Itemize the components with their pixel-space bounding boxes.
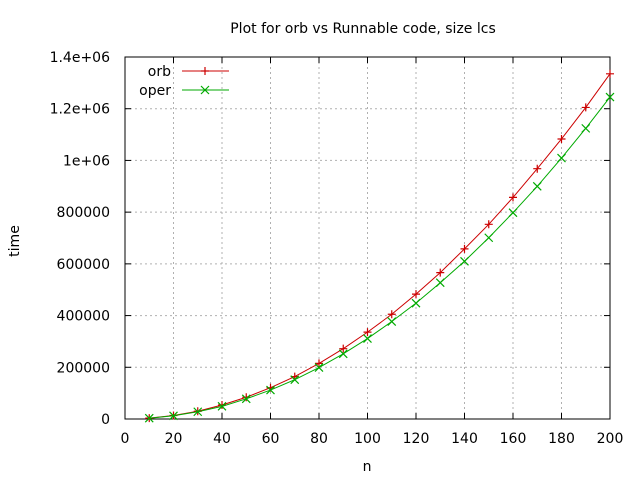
- series-orb: [145, 69, 614, 423]
- series-line-orb: [149, 73, 611, 419]
- data-point-oper: [484, 233, 494, 243]
- data-point-orb: [242, 393, 251, 402]
- data-point-oper: [144, 413, 154, 423]
- data-point-orb: [509, 193, 517, 202]
- data-point-oper: [338, 349, 348, 359]
- chart-title: Plot for orb vs Runnable code, size lcs: [230, 21, 496, 37]
- x-tick-label: 80: [310, 431, 328, 447]
- data-point-oper: [557, 153, 566, 163]
- data-point-oper: [411, 298, 421, 308]
- y-tick-label: 1e+06: [63, 153, 110, 169]
- data-point-orb: [484, 220, 493, 229]
- x-tick-label: 160: [500, 431, 527, 447]
- data-point-orb: [460, 244, 469, 253]
- data-point-orb: [363, 328, 372, 337]
- x-tick-label: 20: [165, 431, 183, 447]
- data-point-oper: [169, 411, 178, 421]
- data-point-oper: [217, 401, 227, 411]
- data-point-oper: [314, 363, 324, 372]
- data-point-orb: [315, 359, 323, 368]
- data-point-oper: [193, 407, 203, 417]
- x-tick-label: 100: [354, 431, 381, 447]
- x-tick-label: 40: [213, 431, 231, 447]
- data-point-oper: [387, 317, 397, 326]
- data-point-orb: [533, 164, 542, 173]
- series-line-oper: [149, 96, 611, 419]
- data-point-orb: [339, 344, 348, 353]
- data-point-oper: [363, 334, 372, 344]
- data-point-orb: [557, 134, 566, 143]
- x-tick-label: 60: [262, 431, 280, 447]
- x-tick-label: 180: [548, 431, 575, 447]
- data-point-oper: [605, 92, 615, 102]
- y-tick-label: 600000: [57, 257, 110, 273]
- y-tick-label: 0: [101, 412, 110, 428]
- y-tick-label: 1.2e+06: [50, 102, 111, 118]
- data-point-orb: [436, 268, 445, 277]
- data-point-orb: [412, 290, 420, 299]
- y-tick-label: 400000: [57, 309, 110, 325]
- data-point-oper: [241, 394, 251, 404]
- x-tick-label: 140: [451, 431, 478, 447]
- data-point-oper: [508, 208, 518, 218]
- data-point-oper: [266, 385, 275, 395]
- data-point-oper: [581, 123, 591, 133]
- x-axis-label: n: [363, 459, 372, 475]
- legend-marker-oper: [200, 85, 210, 95]
- legend-label-orb: orb: [148, 64, 171, 80]
- series-layer: [144, 69, 615, 423]
- data-point-oper: [435, 278, 445, 288]
- x-axis: 0 20 40 60 80 100 120 140 160 180 200: [121, 57, 624, 447]
- data-point-oper: [290, 375, 300, 385]
- data-point-orb: [581, 103, 590, 112]
- y-tick-label: 1.4e+06: [50, 50, 111, 66]
- grid: [125, 57, 610, 419]
- y-tick-label: 200000: [57, 360, 110, 376]
- legend-marker-orb: [201, 67, 209, 75]
- x-tick-label: 0: [121, 431, 130, 447]
- data-point-oper: [532, 181, 542, 191]
- x-tick-label: 200: [597, 431, 624, 447]
- y-axis: 0 200000 400000 600000 800000 1e+06 1.2e+06 1.4…: [50, 50, 610, 428]
- series-oper: [144, 92, 615, 423]
- data-point-orb: [387, 310, 396, 319]
- data-point-orb: [606, 69, 614, 78]
- data-point-oper: [460, 256, 469, 266]
- y-axis-label: time: [7, 225, 23, 257]
- legend-label-oper: oper: [139, 83, 171, 99]
- x-tick-label: 120: [403, 431, 430, 447]
- y-tick-label: 800000: [57, 205, 110, 221]
- legend: orb oper: [139, 64, 229, 99]
